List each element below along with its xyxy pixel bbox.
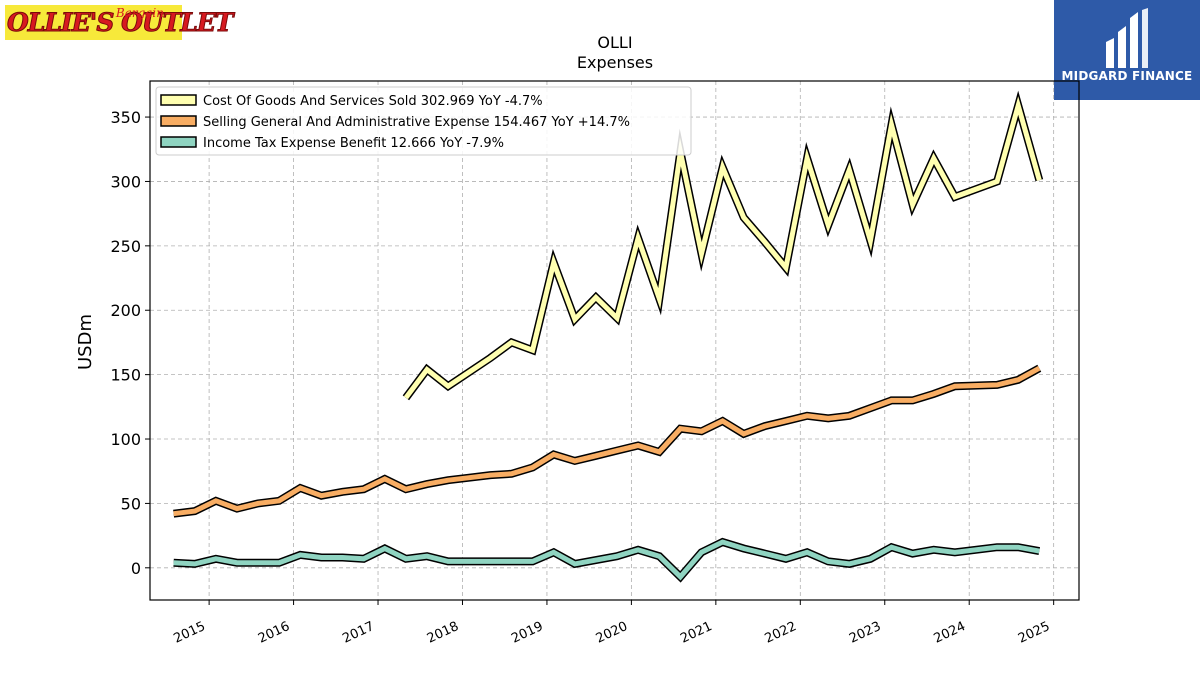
ollies-logo: OLLIE'S OUTLET Bargain (5, 5, 234, 40)
x-tick-label: 2021 (678, 619, 714, 647)
legend-swatch-1 (160, 115, 197, 127)
x-tick-label: 2018 (425, 619, 461, 647)
y-tick-label: 250 (110, 237, 141, 256)
y-tick-label: 200 (110, 301, 141, 320)
midgard-finance-logo: MIDGARD FINANCE (1054, 0, 1200, 100)
y-tick-label: 100 (110, 430, 141, 449)
y-axis-label: USDm (75, 314, 96, 370)
series-outline-1 (173, 364, 1042, 518)
x-tick-label: 2015 (171, 619, 207, 647)
y-tick-label: 0 (131, 559, 141, 578)
ollies-logo-subtext: Bargain (115, 6, 164, 20)
x-tick-label: 2025 (1016, 619, 1052, 647)
x-tick-label: 2022 (763, 619, 799, 647)
midgard-finance-text: MIDGARD FINANCE (1061, 69, 1193, 83)
series-line-1 (173, 366, 1041, 517)
x-tick-label: 2017 (340, 619, 376, 647)
legend-swatch-2 (160, 136, 197, 148)
legend-box (155, 86, 692, 156)
x-tick-label: 2020 (594, 619, 630, 647)
x-tick-label: 2023 (847, 619, 883, 647)
legend-label-1: Selling General And Administrative Expen… (203, 115, 630, 130)
ollies-logo-text: OLLIE'S OUTLET (7, 8, 235, 37)
y-tick-label: 350 (110, 108, 141, 127)
x-tick-label: 2016 (256, 619, 292, 647)
x-tick-label: 2019 (509, 619, 545, 647)
x-tick-label: 2024 (932, 619, 968, 647)
midgard-emblem-icon (1106, 8, 1148, 68)
y-tick-label: 50 (121, 494, 141, 513)
legend: Cost Of Goods And Services Sold 302.969 … (155, 86, 692, 156)
legend-label-2: Income Tax Expense Benefit 12.666 YoY -7… (203, 136, 504, 151)
series-line-0 (403, 96, 1042, 400)
series-lines (173, 90, 1044, 583)
y-tick-label: 150 (110, 366, 141, 385)
grid (150, 81, 1079, 600)
chart-subtitle: Expenses (577, 53, 653, 72)
series-line-2 (173, 539, 1040, 581)
y-tick-label: 300 (110, 172, 141, 191)
legend-label-0: Cost Of Goods And Services Sold 302.969 … (203, 94, 543, 109)
plot-area-frame (149, 80, 1080, 601)
legend-swatch-0 (160, 94, 197, 106)
chart-title: OLLI (597, 33, 632, 52)
